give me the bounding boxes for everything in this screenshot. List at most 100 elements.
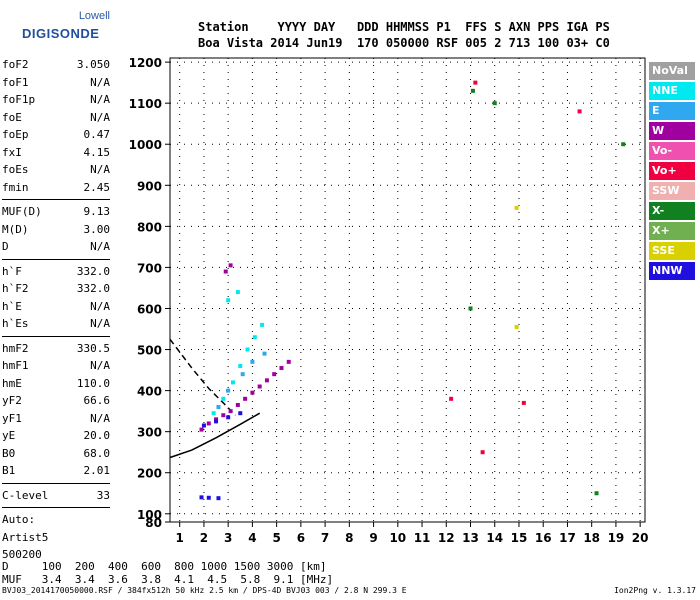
- param-value: 2.45: [83, 180, 111, 194]
- param-row: h`F 332.0: [2, 263, 110, 281]
- param-label: fxI: [2, 145, 22, 159]
- x-tick-label: 11: [414, 531, 431, 545]
- data-point: [226, 298, 231, 303]
- y-tick-label: 500: [137, 344, 162, 358]
- data-point: [252, 335, 257, 340]
- y-tick-label: 80: [145, 516, 162, 530]
- y-tick-label: 800: [137, 220, 162, 234]
- param-label: foF1: [2, 75, 29, 89]
- param-label: h`F2: [2, 282, 29, 295]
- param-row: M(D) 3.00: [2, 221, 110, 239]
- data-point: [199, 495, 204, 500]
- x-tick-label: 2: [200, 531, 208, 545]
- param-row: 500200: [2, 546, 110, 564]
- y-tick-label: 600: [137, 302, 162, 316]
- x-tick-label: 17: [559, 531, 576, 545]
- data-point: [221, 396, 226, 401]
- data-point: [250, 390, 255, 395]
- data-point: [260, 322, 265, 327]
- param-row: h`E N/A: [2, 298, 110, 316]
- x-tick-label: 10: [389, 531, 406, 545]
- param-value: N/A: [90, 317, 110, 330]
- legend-item: W: [649, 122, 695, 140]
- param-label: h`F: [2, 264, 22, 278]
- data-point: [238, 411, 243, 416]
- param-row: h`F2 332.0: [2, 280, 110, 298]
- legend-item: X-: [649, 202, 695, 220]
- param-label: foE: [2, 110, 22, 124]
- data-point: [621, 142, 626, 147]
- param-row: hmE 110.0: [2, 375, 110, 393]
- data-point: [473, 80, 478, 85]
- legend: NoVal NNE E W Vo- Vo+ SSW X- X+ SSE NNW: [649, 62, 695, 282]
- param-value: N/A: [90, 411, 110, 425]
- footer-distance-row: D 100 200 400 600 800 1000 1500 3000 [km…: [2, 560, 327, 573]
- y-tick-label: 1000: [129, 138, 162, 152]
- param-label: C-level: [2, 488, 49, 502]
- y-tick-label: 300: [137, 426, 162, 440]
- data-point: [449, 396, 454, 401]
- footer-version: Ion2Png v. 1.3.17: [614, 586, 696, 595]
- x-tick-label: 4: [248, 531, 256, 545]
- param-row: foE N/A: [2, 109, 110, 127]
- data-point: [214, 419, 219, 424]
- param-label: Auto:: [2, 513, 36, 526]
- data-point: [211, 411, 216, 416]
- param-label: hmF2: [2, 341, 29, 355]
- param-label: hmE: [2, 376, 22, 390]
- param-value: 20.0: [83, 429, 111, 442]
- parameter-list: foF2 3.050 foF1 N/A foF1p N/A foE N/A foEp 0.47 fx…: [2, 56, 110, 564]
- data-point: [250, 359, 255, 364]
- param-value: 110.0: [76, 376, 110, 390]
- data-point: [235, 290, 240, 295]
- param-value: 4.15: [83, 145, 111, 159]
- legend-item: SSE: [649, 242, 695, 260]
- param-row: foEs N/A: [2, 161, 110, 179]
- legend-item: SSW: [649, 182, 695, 200]
- data-point: [206, 421, 211, 426]
- data-point: [199, 427, 204, 432]
- param-label: h`E: [2, 299, 22, 313]
- data-point: [216, 405, 221, 410]
- legend-item: NoVal: [649, 62, 695, 80]
- logo-lowell: Lowell: [78, 10, 110, 22]
- x-tick-label: 16: [535, 531, 552, 545]
- param-row: hmF2 330.5: [2, 340, 110, 358]
- y-tick-label: 700: [137, 261, 162, 275]
- x-tick-label: 7: [321, 531, 329, 545]
- param-label: yE: [2, 429, 16, 442]
- data-point: [594, 491, 599, 496]
- digisonde-logo: Lowell DIGISONDE: [2, 4, 112, 46]
- data-point: [577, 109, 582, 114]
- header-row-values: Boa Vista 2014 Jun19 170 050000 RSF 005 …: [198, 36, 610, 50]
- x-tick-label: 1: [176, 531, 184, 545]
- x-tick-label: 20: [632, 531, 649, 545]
- y-tick-label: 200: [137, 467, 162, 481]
- data-point: [238, 363, 243, 368]
- plot-frame: [169, 57, 646, 523]
- data-point: [231, 380, 236, 385]
- param-value: 332.0: [76, 282, 110, 295]
- data-point: [264, 378, 269, 383]
- param-label: foF2: [2, 58, 29, 71]
- legend-item: Vo-: [649, 142, 695, 160]
- data-point: [470, 88, 475, 93]
- param-label: yF2: [2, 394, 22, 407]
- data-point: [201, 423, 206, 428]
- x-tick-label: 13: [462, 531, 479, 545]
- legend-item: Vo+: [649, 162, 695, 180]
- param-separator: [2, 258, 110, 260]
- x-tick-label: 3: [224, 531, 232, 545]
- param-label: yF1: [2, 411, 22, 425]
- data-point: [514, 324, 519, 329]
- data-point: [226, 388, 231, 393]
- param-label: B1: [2, 464, 16, 477]
- data-point: [228, 409, 233, 414]
- y-tick-label: 1200: [129, 56, 162, 70]
- param-separator: [2, 335, 110, 337]
- param-separator: [2, 507, 110, 508]
- param-value: 3.00: [83, 222, 111, 236]
- logo-digisonde: DIGISONDE: [22, 26, 100, 41]
- param-row: C-level 33: [2, 487, 110, 505]
- param-row: MUF(D) 9.13: [2, 203, 110, 221]
